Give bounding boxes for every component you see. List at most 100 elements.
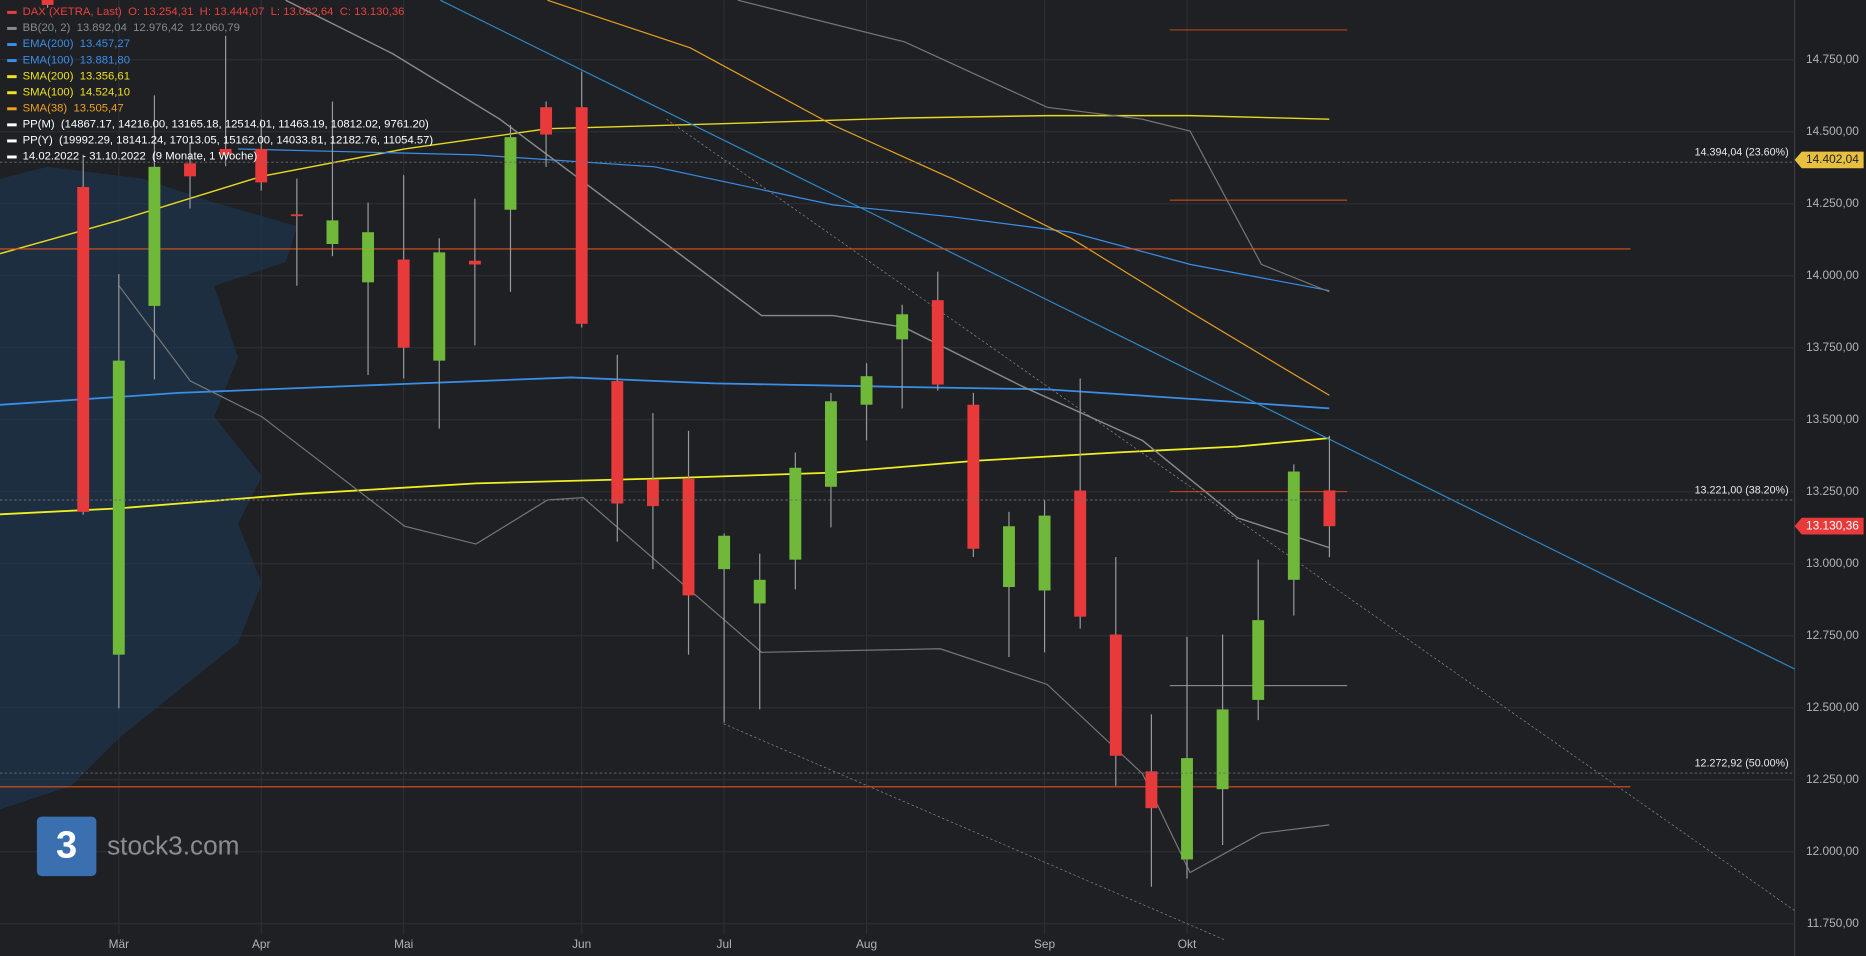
fib-label: 13.221,00 (38.20%) [1695, 484, 1789, 496]
x-tick-label: Mai [394, 937, 413, 951]
y-tick-label: 11.750,00 [1807, 916, 1859, 930]
legend-swatch [7, 43, 17, 47]
price-marker [1794, 151, 1864, 169]
candle-body [575, 107, 588, 324]
candle-body [540, 107, 553, 135]
x-tick-label: Okt [1178, 937, 1197, 951]
watermark: stock3.com [107, 830, 239, 860]
candle-body [1252, 620, 1265, 700]
candle-body [468, 260, 481, 265]
candle-body [1287, 471, 1300, 580]
candle-body [718, 535, 731, 570]
candle-body [1216, 709, 1229, 790]
fib-label: 12.272,92 (50.00%) [1695, 757, 1789, 769]
x-tick-label: Jun [572, 937, 591, 951]
fib-label: 14.394,04 (23.60%) [1695, 147, 1789, 159]
candle-body [41, 0, 54, 5]
x-tick-label: Mär [109, 937, 130, 951]
legend-entry: PP(M) (14867.17, 14216.00, 13165.18, 125… [23, 119, 429, 131]
bb-upper [737, 0, 1330, 293]
trend-line [440, 0, 1795, 670]
candle-body [860, 376, 873, 405]
x-tick-label: Aug [856, 937, 877, 951]
candle-body [433, 252, 446, 361]
candle-body [77, 186, 90, 512]
y-tick-label: 14.750,00 [1806, 52, 1859, 66]
legend-entry: BB(20, 2) 13.892,04 12.976,42 12.060,79 [23, 22, 240, 34]
candle-body [1145, 771, 1158, 809]
legend-swatch [7, 26, 17, 30]
legend-swatch [7, 10, 17, 14]
bb-mid [285, 0, 1330, 549]
candle-body [219, 148, 232, 155]
candles [41, 0, 1336, 887]
trend-line [723, 723, 1226, 941]
candle-body [148, 166, 161, 306]
candle-body [397, 259, 410, 348]
legend-swatch [7, 155, 17, 159]
legend-entry: DAX (XETRA, Last) O: 13.254,31 H: 13.444… [23, 6, 405, 18]
y-tick-label: 14.500,00 [1806, 124, 1859, 138]
logo-glyph: 3 [56, 825, 77, 867]
legend-swatch [7, 59, 17, 63]
y-tick-label: 13.250,00 [1806, 484, 1859, 498]
candle-body [1109, 634, 1122, 756]
y-tick-label: 12.250,00 [1806, 772, 1859, 786]
candle-body [290, 214, 303, 217]
y-tick-label: 12.500,00 [1806, 700, 1859, 714]
sma38-line [547, 0, 1330, 396]
legend-entry: PP(Y) (19992.29, 18141.24, 17013.05, 151… [23, 135, 434, 147]
candle-body [1074, 490, 1087, 617]
candle-body [753, 579, 766, 604]
legend-entry: SMA(100) 14.524,10 [23, 86, 130, 98]
legend-swatch [7, 107, 17, 111]
candle-body [1038, 515, 1051, 591]
candle-body [362, 232, 375, 283]
y-tick-label: 13.500,00 [1806, 412, 1859, 426]
x-tick-label: Apr [252, 937, 271, 951]
legend-entry: SMA(38) 13.505,47 [23, 102, 124, 114]
candle-body [255, 148, 268, 183]
candle-body [789, 467, 802, 560]
y-tick-label: 14.000,00 [1806, 268, 1859, 282]
legend-entry: EMA(100) 13.881,80 [23, 54, 130, 66]
candle-body [611, 381, 624, 504]
x-tick-label: Jul [717, 937, 732, 951]
y-tick-label: 13.750,00 [1806, 340, 1859, 354]
y-tick-label: 12.000,00 [1806, 844, 1859, 858]
trend-line [666, 118, 1795, 911]
legend-entry: SMA(200) 13.356,61 [23, 70, 130, 82]
candle-body [326, 220, 339, 245]
candle-body [112, 360, 125, 655]
legend-swatch [7, 75, 17, 79]
legend-swatch [7, 139, 17, 143]
candle-body [1181, 758, 1193, 860]
candle-body [1003, 526, 1015, 588]
candle-body [682, 478, 695, 596]
y-tick-label: 13.000,00 [1806, 556, 1859, 570]
candle-body [824, 401, 837, 487]
legend-swatch [7, 123, 17, 127]
volume-profile [0, 166, 298, 810]
indicators [0, 0, 1795, 941]
sma200-line [0, 437, 1330, 516]
price-marker-label: 14.402,04 [1806, 152, 1859, 166]
candle-body [1323, 490, 1336, 527]
legend: DAX (XETRA, Last) O: 13.254,31 H: 13.444… [7, 6, 433, 163]
price-marker [1794, 517, 1864, 535]
legend-entry: EMA(200) 13.457,27 [23, 38, 130, 50]
price-marker-label: 13.130,36 [1806, 518, 1859, 532]
y-tick-label: 14.250,00 [1806, 196, 1859, 210]
candle-body [504, 137, 517, 210]
candle-body [896, 314, 909, 340]
candle-body [184, 163, 196, 177]
candle-body [931, 300, 944, 385]
legend-entry: 14.02.2022 - 31.10.2022 (9 Monate, 1 Woc… [23, 151, 258, 163]
x-tick-label: Sep [1034, 937, 1056, 951]
ema200-line [0, 376, 1330, 410]
legend-swatch [7, 91, 17, 95]
price-axis-bg [1794, 0, 1866, 956]
candle-body [646, 479, 659, 507]
